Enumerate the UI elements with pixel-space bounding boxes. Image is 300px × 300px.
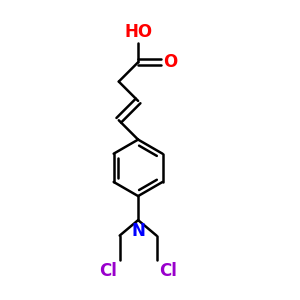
Text: N: N: [131, 222, 145, 240]
Text: HO: HO: [124, 23, 153, 41]
Text: Cl: Cl: [99, 262, 117, 280]
Text: Cl: Cl: [159, 262, 177, 280]
Text: O: O: [163, 53, 177, 71]
